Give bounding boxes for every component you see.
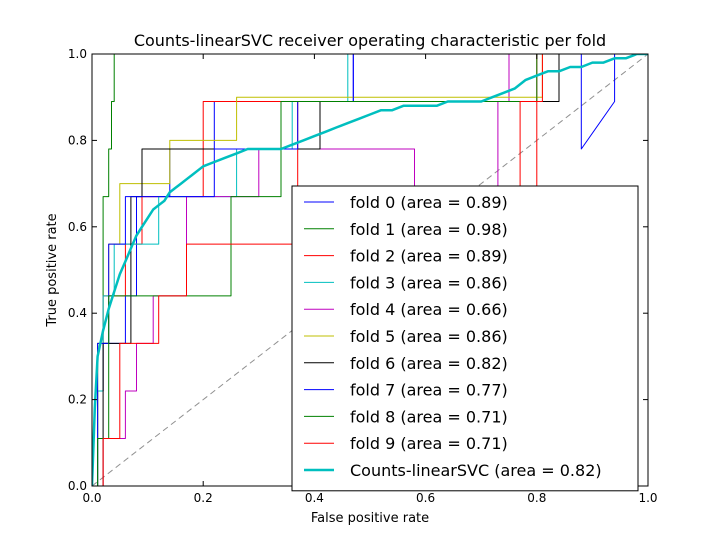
- y-tick-label: 0.6: [68, 220, 87, 234]
- y-axis-label: True positive rate: [45, 213, 60, 327]
- legend-label-3: fold 3 (area = 0.86): [350, 273, 508, 292]
- legend-label-10: Counts-linearSVC (area = 0.82): [350, 461, 602, 480]
- legend-label-8: fold 8 (area = 0.71): [350, 407, 508, 426]
- plot-area: [92, 54, 648, 486]
- x-tick-label: 0.8: [527, 491, 546, 505]
- series-line-10: [92, 54, 648, 486]
- y-tick-label: 1.0: [68, 47, 87, 61]
- x-tick-label: 0.2: [194, 491, 213, 505]
- legend-label-1: fold 1 (area = 0.98): [350, 220, 508, 239]
- chart-title: Counts-linearSVC receiver operating char…: [134, 31, 606, 50]
- x-tick-label: 1.0: [638, 491, 657, 505]
- x-tick-label: 0.6: [416, 491, 435, 505]
- x-tick-label: 0.4: [305, 491, 324, 505]
- legend: fold 0 (area = 0.89) fold 1 (area = 0.98)…: [291, 185, 639, 492]
- x-tick-label: 0.0: [82, 491, 101, 505]
- y-tick-label: 0.8: [68, 133, 87, 147]
- legend-box: [291, 185, 639, 492]
- y-tick-label: 0.2: [68, 393, 87, 407]
- legend-label-5: fold 5 (area = 0.86): [350, 327, 508, 346]
- x-axis-label: False positive rate: [311, 511, 429, 526]
- y-tick-label: 0.4: [68, 306, 87, 320]
- legend-label-9: fold 9 (area = 0.71): [350, 434, 508, 453]
- legend-label-6: fold 6 (area = 0.82): [350, 354, 508, 373]
- legend-label-0: fold 0 (area = 0.89): [350, 193, 508, 212]
- series-line-6: [92, 54, 648, 486]
- y-tick-label: 0.0: [68, 479, 87, 493]
- legend-label-7: fold 7 (area = 0.77): [350, 381, 508, 400]
- legend-label-2: fold 2 (area = 0.89): [350, 247, 508, 266]
- series-line-9: [92, 54, 648, 486]
- legend-label-4: fold 4 (area = 0.66): [350, 300, 508, 319]
